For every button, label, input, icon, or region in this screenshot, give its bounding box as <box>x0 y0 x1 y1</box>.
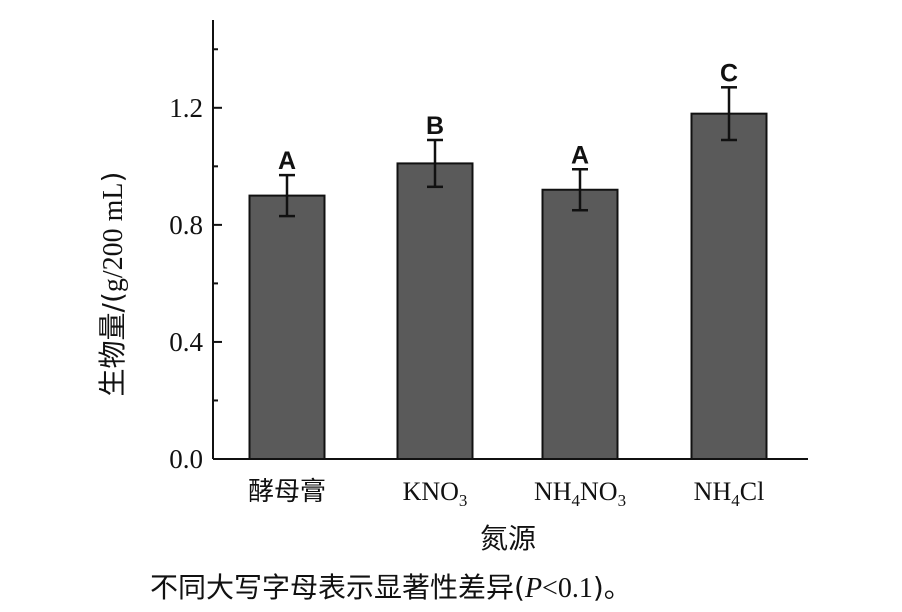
y-tick-label: 0.4 <box>169 327 203 357</box>
footnote-p-symbol: P <box>524 573 543 604</box>
footnote-suffix: )。 <box>592 571 632 604</box>
category-label: 酵母膏 <box>248 477 326 507</box>
bar <box>396 162 474 460</box>
x-axis-title: 氮源 <box>480 522 536 555</box>
category-label: NH4NO3 <box>534 477 626 510</box>
category-label: KNO3 <box>403 477 468 510</box>
bar-chart: 0.0 0.4 0.8 1.2 A 酵母膏 B KNO3 A NH4NO3 C NH4Cl 氮源 生物量/… <box>96 20 808 555</box>
y-axis-title: 生物量/(g/200 mL) <box>96 172 129 397</box>
significance-label: C <box>720 59 738 87</box>
bar <box>248 194 326 460</box>
y-tick-label: 0.8 <box>169 210 203 240</box>
labels: 0.0 0.4 0.8 1.2 A 酵母膏 B KNO3 A NH4NO3 C NH4Cl 氮源 生物量/… <box>96 59 764 555</box>
category-label: NH4Cl <box>694 477 765 510</box>
footnote-prefix: 不同大写字母表示显著性差异( <box>150 571 525 604</box>
bar <box>541 188 619 460</box>
bars <box>248 86 768 461</box>
y-tick-label: 0.0 <box>169 444 203 474</box>
footnote-condition: <0.1 <box>542 573 593 604</box>
footnote: 不同大写字母表示显著性差异(P<0.1)。 <box>150 566 632 606</box>
significance-label: A <box>278 147 296 175</box>
significance-label: B <box>426 112 444 140</box>
y-tick-label: 1.2 <box>169 93 203 123</box>
significance-label: A <box>571 141 589 169</box>
bar <box>690 112 768 461</box>
